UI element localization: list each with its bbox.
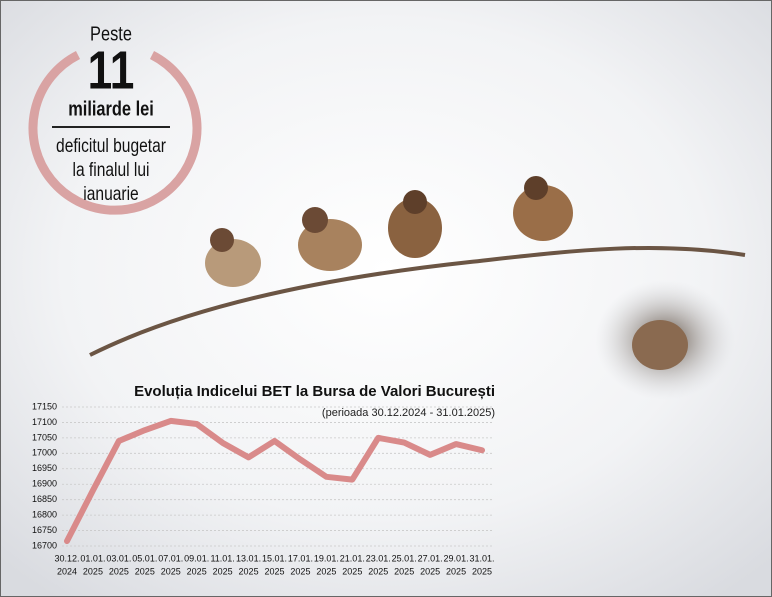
x-tick-label: 2025 [135,566,155,576]
x-tick-label: 2025 [316,566,336,576]
chart-subtitle: (perioada 30.12.2024 - 31.01.2025) [322,407,495,419]
badge-text: la finalul lui [72,159,149,181]
y-tick-label: 16750 [32,525,57,535]
x-tick-label: 11.01. [210,553,234,563]
x-tick-label: 2025 [264,566,284,576]
x-tick-label: 2025 [290,566,310,576]
y-tick-label: 17050 [32,432,57,442]
y-tick-label: 16800 [32,509,57,519]
x-tick-label: 15.01. [262,553,287,563]
y-tick-label: 16850 [32,494,57,504]
x-tick-label: 2025 [83,566,103,576]
y-tick-label: 16700 [32,540,57,550]
x-tick-label: 2025 [187,566,207,576]
x-tick-label: 2025 [109,566,129,576]
x-tick-label: 05.01. [132,553,157,563]
infographic: Peste11miliarde leideficitul bugetarla f… [0,0,772,597]
x-tick-label: 2025 [368,566,388,576]
x-tick-label: 03.01. [106,553,131,563]
chart-title: Evoluția Indicelui BET la Bursa de Valor… [134,383,495,400]
x-tick-label: 2025 [239,566,259,576]
x-tick-label: 23.01. [366,553,391,563]
x-tick-label: 07.01. [158,553,183,563]
x-tick-label: 09.01. [184,553,209,563]
x-tick-label: 2025 [342,566,362,576]
badge-text: ianuarie [83,183,138,205]
x-tick-label: 29.01. [444,553,469,563]
y-tick-label: 17000 [32,448,57,458]
y-tick-label: 17150 [32,401,57,411]
x-tick-label: 31.01. [469,553,494,563]
x-tick-label: 2025 [213,566,233,576]
x-tick-label: 2025 [446,566,466,576]
y-tick-label: 17100 [32,417,57,427]
x-tick-label: 21.01. [340,553,365,563]
y-tick-label: 16950 [32,463,57,473]
badge-text: deficitul bugetar [56,135,166,157]
y-tick-label: 16900 [32,479,57,489]
badge-text: 11 [88,40,135,100]
x-tick-label: 2024 [57,566,77,576]
x-tick-label: 13.01. [236,553,261,563]
x-tick-label: 2025 [420,566,440,576]
x-tick-label: 2025 [161,566,181,576]
badge-text: miliarde lei [68,97,154,120]
x-tick-label: 17.01. [288,553,313,563]
x-tick-label: 27.01. [418,553,443,563]
x-tick-label: 25.01. [392,553,417,563]
x-tick-label: 2025 [472,566,492,576]
x-tick-label: 30.12. [54,553,79,563]
x-tick-label: 2025 [394,566,414,576]
x-tick-label: 01.01. [80,553,105,563]
x-tick-label: 19.01. [314,553,339,563]
